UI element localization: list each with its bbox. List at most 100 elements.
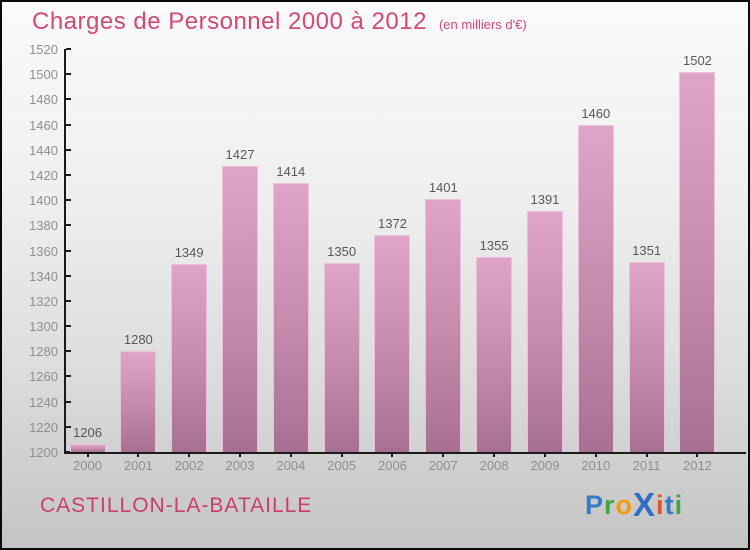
y-axis-tick-label: 1220 — [29, 419, 58, 435]
bar-value-label: 1427 — [225, 147, 255, 163]
x-axis-tick — [442, 452, 445, 457]
x-axis-tick — [188, 452, 191, 457]
bar-chart-plot-area: 1200 1220 1240 1260 1280 1300 1320 1340 1360 1380… — [29, 42, 746, 473]
x-axis-tick — [594, 452, 597, 457]
y-axis-tick — [66, 224, 71, 227]
y-axis-tick-label: 1480 — [29, 92, 58, 108]
y-axis-tick — [66, 173, 71, 176]
x-axis-tick-label: 2006 — [378, 458, 407, 473]
chart-header: Charges de Personnel 2000 à 2012 (en mill… — [32, 8, 527, 36]
bar-value-label: 1391 — [530, 192, 560, 208]
bar — [120, 351, 157, 452]
bar — [221, 166, 258, 452]
x-axis-tick-label: 2009 — [530, 458, 560, 473]
y-axis-tick-label: 1340 — [29, 268, 58, 284]
bar-value-label: 1355 — [479, 237, 509, 253]
y-axis-tick — [66, 48, 71, 50]
bar-value-label: 1414 — [276, 163, 306, 179]
x-axis-tick — [289, 452, 292, 457]
y-axis-tick — [66, 350, 71, 353]
y-axis-tick-label: 1440 — [29, 142, 58, 158]
y-axis-tick-label: 1300 — [29, 319, 58, 335]
y-axis-tick-label: 1240 — [29, 394, 58, 410]
bar — [577, 124, 614, 452]
y-axis-tick — [66, 148, 71, 151]
logo-letter: P — [585, 490, 605, 520]
y-axis-tick-label: 1520 — [29, 42, 58, 57]
y-axis-tick-label: 1380 — [29, 218, 58, 234]
bar-value-label: 1349 — [174, 245, 204, 261]
y-axis-tick — [66, 73, 71, 76]
x-axis-tick-label: 2001 — [123, 458, 153, 473]
y-axis-tick — [66, 249, 71, 252]
bar — [679, 71, 716, 452]
bar-value-label: 1372 — [378, 216, 407, 232]
logo-letter: r — [604, 490, 616, 520]
x-axis-tick — [86, 452, 89, 457]
y-axis-tick-label: 1400 — [29, 193, 58, 209]
chart-title: Charges de Personnel 2000 à 2012 — [32, 8, 427, 35]
bar — [628, 261, 665, 452]
x-axis-tick — [238, 452, 241, 457]
x-axis-line — [64, 452, 746, 454]
y-axis-tick-label: 1360 — [29, 243, 58, 259]
y-axis-tick — [66, 199, 71, 202]
y-axis-tick — [66, 400, 71, 403]
y-axis-tick-label: 1420 — [29, 167, 58, 183]
bar — [69, 444, 106, 452]
x-axis-tick-label: 2010 — [581, 458, 611, 473]
x-axis-tick-label: 2000 — [73, 458, 102, 473]
commune-label: CASTILLON-LA-BATAILLE — [40, 494, 313, 517]
x-axis-tick — [696, 452, 699, 457]
chart-subtitle: (en milliers d'€) — [438, 17, 527, 32]
logo-letter: i — [674, 490, 684, 520]
bar-value-label: 1502 — [682, 52, 712, 68]
y-axis-tick-label: 1500 — [29, 67, 58, 83]
x-axis-tick-label: 2003 — [225, 458, 255, 473]
proxiti-logo: ProXiti — [585, 486, 684, 523]
x-axis-tick-label: 2012 — [682, 458, 712, 473]
y-axis-tick — [66, 375, 71, 378]
y-axis-tick — [66, 425, 71, 428]
bar-value-label: 1350 — [327, 244, 357, 260]
y-axis-tick-label: 1460 — [29, 117, 58, 133]
y-axis-tick — [66, 123, 71, 126]
y-axis-tick — [66, 451, 71, 453]
x-axis-tick-label: 2004 — [276, 458, 306, 473]
y-axis-line — [64, 49, 66, 452]
y-axis-tick — [66, 98, 71, 101]
x-axis-tick-label: 2008 — [479, 458, 509, 473]
x-axis-tick — [340, 452, 343, 457]
y-axis-tick-label: 1280 — [29, 344, 58, 360]
bar — [374, 235, 411, 452]
x-axis-tick-label: 2005 — [327, 458, 357, 473]
y-axis-tick — [66, 299, 71, 302]
bar-value-label: 1351 — [632, 242, 662, 258]
y-axis-tick — [66, 325, 71, 328]
x-axis-tick — [391, 452, 394, 457]
logo-letter: X — [633, 486, 657, 523]
x-axis-tick-label: 2007 — [428, 458, 458, 473]
x-axis-tick — [493, 452, 496, 457]
x-axis-tick — [645, 452, 648, 457]
y-axis-tick-label: 1320 — [29, 293, 58, 309]
x-axis-tick-label: 2002 — [174, 458, 204, 473]
x-axis-tick — [137, 452, 140, 457]
bar-value-label: 1206 — [73, 425, 102, 441]
y-axis-tick-label: 1260 — [29, 369, 58, 385]
logo-letter: t — [664, 490, 675, 520]
x-axis-tick-label: 2011 — [632, 458, 661, 473]
y-axis-tick-label: 1200 — [29, 445, 58, 460]
bar — [425, 198, 462, 452]
bar — [526, 211, 563, 452]
bar-value-label: 1460 — [581, 105, 611, 121]
bar — [272, 182, 309, 452]
y-axis-tick — [66, 274, 71, 277]
bar-value-label: 1280 — [123, 332, 153, 348]
bar — [171, 264, 208, 452]
logo-letter: o — [615, 490, 634, 520]
bar — [323, 263, 360, 452]
logo-letter: i — [656, 490, 665, 520]
x-axis-tick — [543, 452, 546, 457]
